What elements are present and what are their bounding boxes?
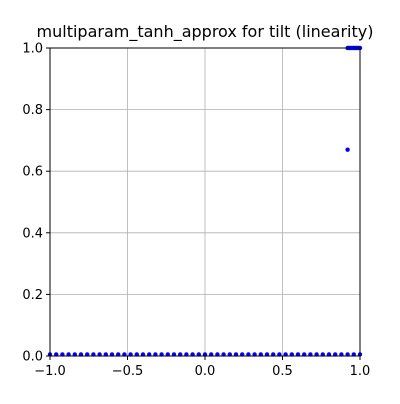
x-tick-label: 0.5	[272, 364, 293, 379]
x-tick-label: −1.0	[34, 364, 66, 379]
x-tick-label: 0.0	[195, 364, 216, 379]
y-tick-label: 0.4	[22, 226, 43, 241]
data-point	[345, 147, 350, 152]
chart-title: multiparam_tanh_approx for tilt (lineari…	[36, 22, 374, 41]
y-tick-label: 1.0	[22, 42, 43, 57]
x-tick-label: 1.0	[350, 364, 371, 379]
y-tick-label: 0.0	[22, 350, 43, 365]
y-tick-label: 0.6	[22, 165, 43, 180]
y-tick-label: 0.2	[22, 288, 43, 303]
y-tick-label: 0.8	[22, 103, 43, 118]
x-tick-label: −0.5	[112, 364, 144, 379]
